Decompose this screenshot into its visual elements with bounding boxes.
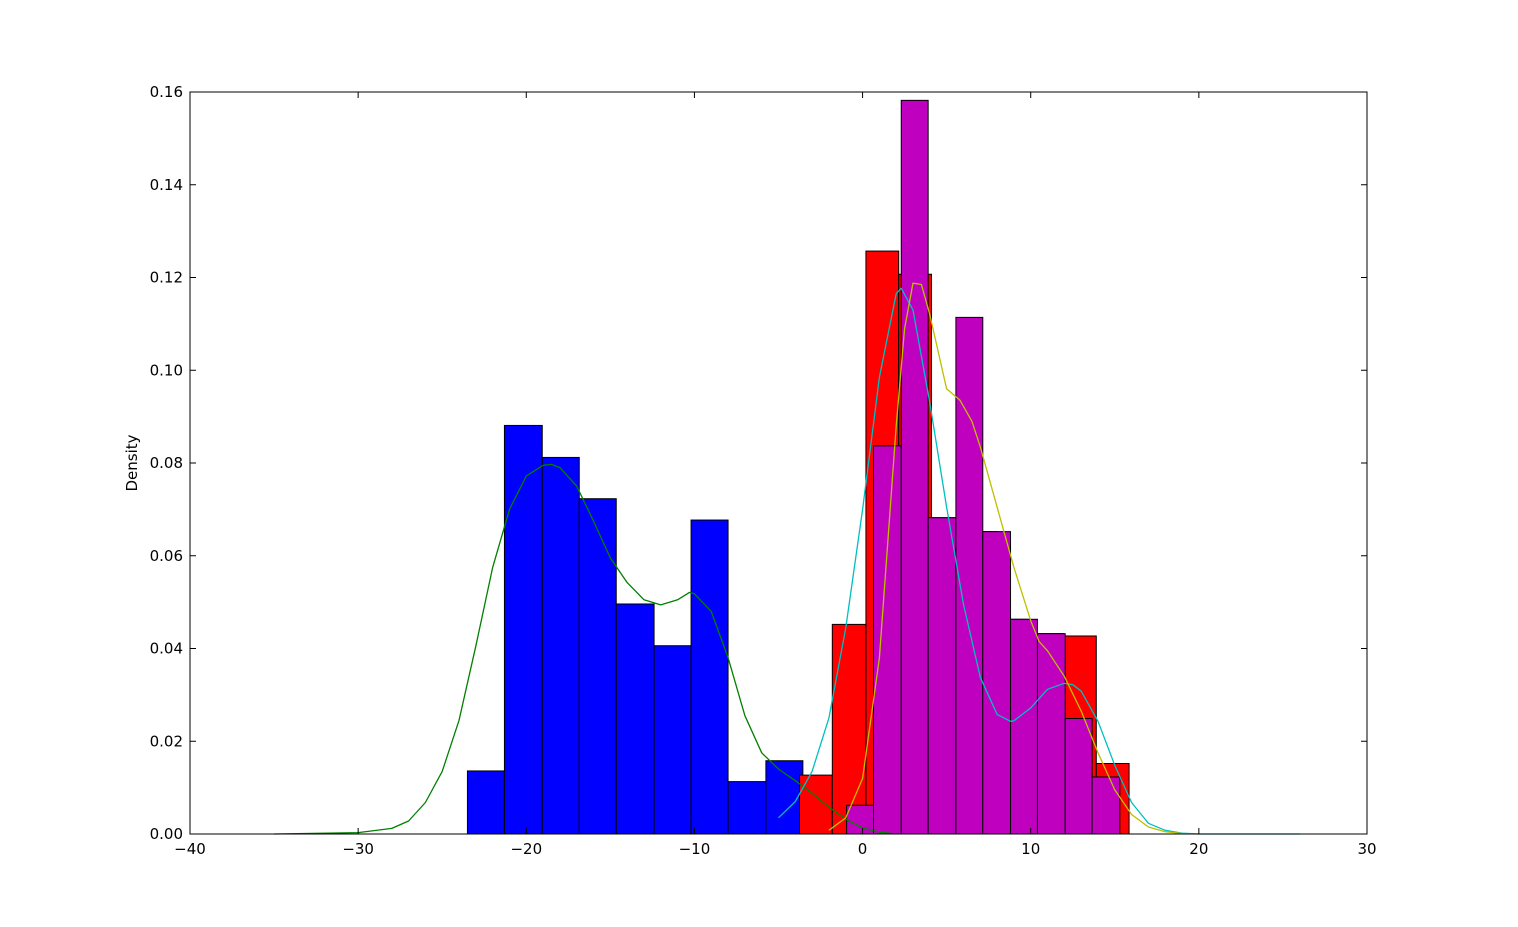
histogram-bar — [873, 445, 902, 835]
density-curve-2 — [828, 282, 1199, 835]
y-tick-label: 0.14 — [150, 176, 183, 194]
histogram-series-2 — [846, 99, 1121, 835]
y-tick-label: 0.06 — [150, 547, 183, 565]
density-curve-1 — [778, 287, 1300, 835]
y-tick-label: 0.02 — [150, 732, 183, 750]
y-tick-label: 0.08 — [150, 454, 183, 472]
density-curve-0 — [274, 463, 897, 835]
histogram-bar — [578, 498, 617, 835]
y-tick-label: 0.10 — [150, 361, 183, 379]
histogram-bar — [955, 316, 984, 835]
x-tick-label: 10 — [1021, 840, 1040, 858]
x-tick-label: −40 — [174, 840, 206, 858]
histogram-bar — [615, 603, 655, 835]
histogram-bar — [1010, 618, 1038, 835]
histogram-bar — [727, 781, 767, 835]
histogram-bar — [831, 623, 867, 835]
axis-ticks: −40 −30 −20 −10 0 10 20 30 0.00 0.02 0.04 0.06 0.08 0… — [150, 83, 1377, 858]
y-axis-label: Density — [123, 434, 141, 491]
histogram-bar — [541, 456, 580, 835]
x-tick-label: −20 — [510, 840, 542, 858]
x-tick-label: −30 — [342, 840, 374, 858]
x-tick-label: 0 — [858, 840, 868, 858]
histogram-bar — [466, 770, 505, 835]
y-tick-label: 0.12 — [150, 269, 183, 287]
histogram-bar — [690, 519, 729, 835]
histogram-bar — [503, 424, 543, 835]
x-tick-label: 20 — [1189, 840, 1208, 858]
histogram-bar — [982, 531, 1012, 835]
y-tick-label: 0.00 — [150, 825, 183, 843]
y-tick-label: 0.04 — [150, 640, 183, 658]
x-tick-label: 30 — [1357, 840, 1376, 858]
histogram-bar — [900, 99, 929, 835]
histogram-bar — [1064, 718, 1093, 835]
histogram-bar — [1091, 776, 1121, 835]
x-tick-label: −10 — [679, 840, 711, 858]
histogram-bar — [653, 645, 692, 835]
histogram-bar — [1036, 633, 1066, 835]
histogram-bar — [927, 517, 957, 835]
y-tick-label: 0.16 — [150, 83, 183, 101]
density-curves — [274, 282, 1300, 835]
